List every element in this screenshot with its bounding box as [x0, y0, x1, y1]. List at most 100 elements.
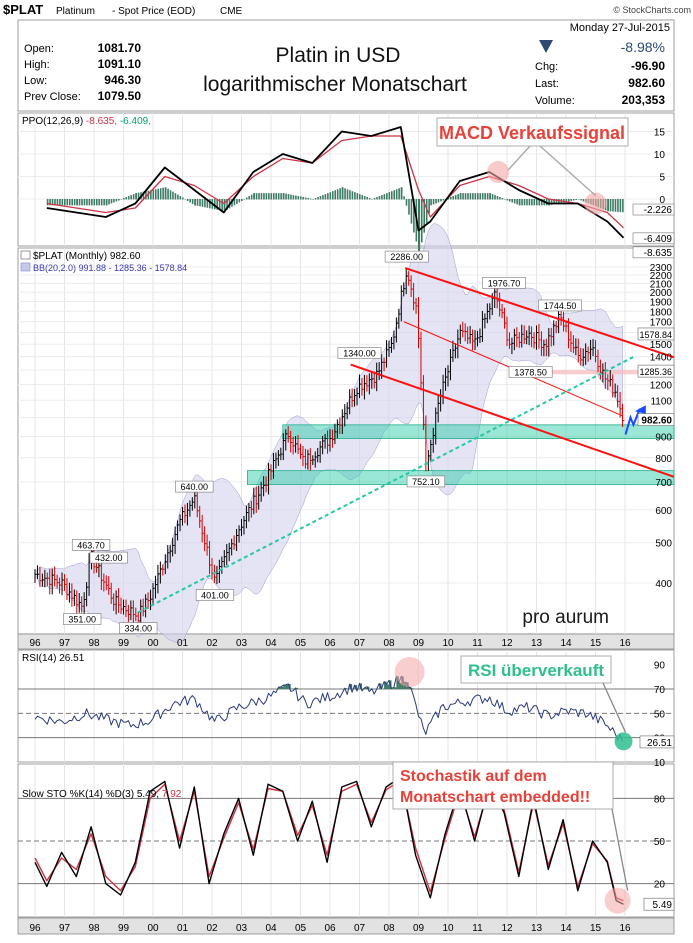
ppo-histogram-bar [494, 195, 496, 200]
ppo-histogram-bar [346, 189, 349, 200]
x-tick-label: 97 [59, 638, 71, 649]
ppo-histogram-bar [206, 199, 209, 208]
ppo-tick-label: 5 [659, 173, 665, 184]
x-tick-label: 99 [118, 923, 130, 934]
ppo-histogram-bar [506, 199, 509, 201]
ppo-histogram-bar [609, 199, 612, 212]
ppo-histogram-bar [447, 198, 450, 200]
ppo-histogram-bar [88, 199, 91, 206]
ppo-histogram-bar [280, 193, 282, 200]
x-tick-label: 07 [354, 923, 366, 934]
ppo-histogram-bar [410, 199, 413, 224]
price-tick-label: 2100 [650, 279, 673, 290]
price-data-label-box [406, 475, 445, 488]
ppo-histogram-bar [154, 189, 157, 200]
quote-fields-left: Open: 1081.70 High: 1091.10 Low: 946.30 Prev C… [24, 41, 141, 103]
rsi-tick-label: 50 [654, 709, 666, 720]
price-data-label-box [119, 622, 158, 634]
ppo-histogram-bar [209, 199, 211, 209]
price-data-label: 401.00 [201, 591, 229, 601]
ppo-histogram-bar [115, 199, 118, 202]
ppo-histogram-bar [204, 199, 206, 208]
price-tick-label: 1500 [650, 340, 673, 351]
support-zone-700 [246, 470, 675, 485]
change-percent: -8.98% [621, 39, 665, 55]
ppo-histogram-bar [159, 188, 162, 200]
ppo-histogram-bar [376, 197, 378, 200]
ppo-histogram-bar [201, 199, 204, 207]
ppo-histogram-bar [536, 199, 538, 206]
ppo-histogram-bar [481, 193, 484, 200]
ppo-histogram-bar [46, 199, 49, 206]
quote-fields-right: Chg: -96.90 Last: 982.60 Volume: 203,353 [535, 59, 665, 107]
ppo-histogram-bar [142, 191, 145, 200]
ppo-histogram-bar [486, 193, 489, 200]
ppo-histogram-bar [270, 193, 273, 200]
brand-logo: pro aurum [522, 607, 609, 628]
ppo-histogram-bar [472, 193, 474, 200]
ppo-histogram-bar [226, 199, 228, 210]
quote-value: 1079.50 [98, 89, 142, 103]
quote-value: 1081.70 [98, 41, 142, 55]
rsi-overbought-fill [366, 686, 370, 690]
ppo-histogram-bar [336, 189, 339, 200]
ppo-histogram-bar [238, 199, 241, 203]
x-tick-label: 03 [236, 638, 248, 649]
ppo-histogram-bar [253, 193, 255, 200]
price-right-label-box [637, 327, 675, 341]
sto-annotation-line2: Monatschart embedded!! [400, 789, 590, 806]
rsi-tick-label: 90 [654, 661, 666, 672]
ppo-legend: PPO(12,26,9) -8.635, -6.409, [22, 116, 151, 127]
down-triangle-icon [539, 40, 553, 53]
rsi-annotation-text: RSI überverkauft [468, 661, 604, 680]
price-tick-label: 1400 [650, 353, 673, 364]
ppo-histogram-bar [430, 199, 432, 206]
ppo-histogram-bar [504, 199, 506, 200]
ppo-histogram-bar [73, 199, 76, 206]
ppo-histogram-bar [462, 193, 464, 200]
price-data-label-box [89, 551, 128, 564]
ppo-histogram-bar [511, 199, 514, 203]
ppo-histogram-bar [184, 199, 187, 200]
ppo-histogram-bar [393, 190, 396, 200]
ppo-histogram-bar [167, 188, 169, 200]
price-tick-label: 2200 [650, 271, 673, 282]
ppo-histogram-bar [71, 199, 73, 206]
ppo-histogram-bar [169, 190, 172, 200]
ppo-histogram-bar [248, 196, 250, 200]
ppo-histogram-bar [177, 194, 179, 200]
x-tick-label: 08 [383, 638, 395, 649]
x-tick-label: 10 [442, 638, 454, 649]
rsi-overbought-fill [391, 688, 394, 690]
ppo-histogram-bar [359, 194, 361, 200]
quote-date: Monday 27-Jul-2015 [570, 22, 670, 34]
ppo-histogram-bar [440, 199, 442, 202]
x-tick-label: 08 [383, 923, 395, 934]
x-tick-label: 16 [619, 923, 631, 934]
ppo-last-value-label: -2.226 [644, 205, 673, 216]
x-tick-label: 04 [265, 923, 277, 934]
ppo-histogram-bar [378, 196, 381, 200]
x-tick-label: 11 [472, 638, 483, 649]
ppo-tick-label: 15 [654, 128, 666, 139]
quote-label: Chg: [535, 61, 558, 73]
ppo-histogram-bar [147, 190, 150, 200]
ppo-histogram-bar [563, 199, 565, 203]
rsi-overbought-fill [364, 687, 367, 690]
annotation-arrow [602, 682, 627, 733]
ppo-histogram-bar [300, 196, 302, 200]
ppo-histogram-bar [395, 189, 398, 200]
ppo-histogram-bar [135, 193, 137, 200]
x-tick-label: 06 [324, 923, 336, 934]
ppo-histogram-bar [513, 199, 516, 204]
x-tick-label: 00 [147, 638, 159, 649]
macd-annotation-text: MACD Verkaufssignal [439, 123, 625, 143]
price-tick-label: 600 [655, 506, 672, 517]
ppo-histogram-bar [501, 198, 504, 200]
ppo-histogram-bar [457, 194, 459, 200]
ppo-histogram-bar [617, 199, 619, 212]
ppo-histogram-bar [575, 199, 577, 200]
x-tick-label: 15 [590, 923, 602, 934]
ppo-histogram-bar [344, 188, 346, 200]
trendline-upper [404, 267, 675, 359]
